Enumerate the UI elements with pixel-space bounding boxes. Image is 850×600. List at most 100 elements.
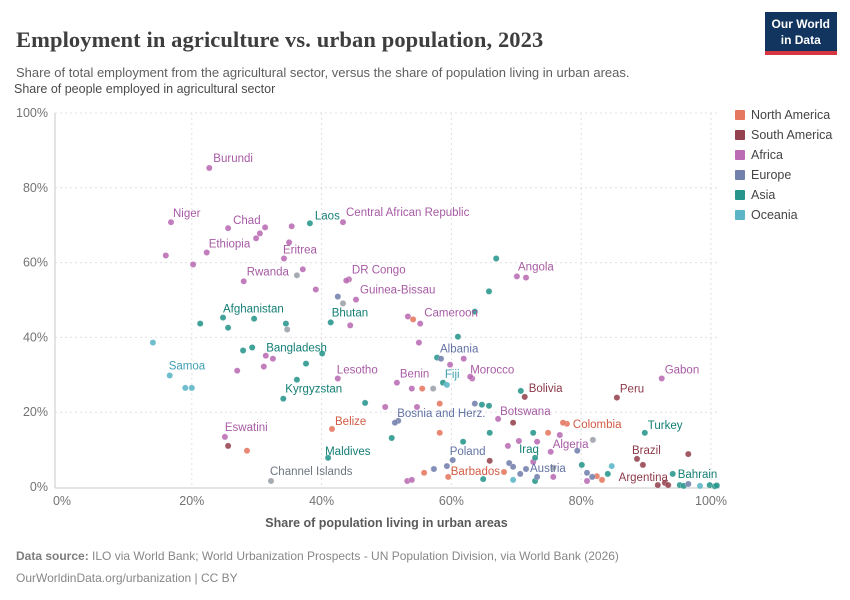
data-point-Europe[interactable] [573, 447, 581, 455]
data-point-Other[interactable] [339, 300, 347, 307]
data-point-Asia[interactable] [459, 438, 467, 446]
data-point-Africa[interactable] [466, 373, 474, 381]
country-label[interactable]: Central African Republic [346, 207, 470, 219]
data-point-Barbados[interactable] [500, 468, 508, 476]
country-label[interactable]: DR Congo [352, 264, 406, 276]
country-label[interactable]: Poland [450, 446, 486, 458]
data-point-Other[interactable] [589, 436, 597, 444]
country-label[interactable]: Benin [400, 369, 429, 381]
data-point-Asia[interactable] [239, 347, 247, 354]
country-label[interactable]: Chad [233, 215, 261, 227]
data-point-Africa[interactable] [446, 361, 454, 369]
data-point-North America[interactable] [243, 447, 251, 455]
data-point-Africa[interactable] [504, 442, 512, 450]
data-point-Europe[interactable] [516, 470, 524, 478]
legend-item-OC[interactable]: Oceania [735, 208, 832, 222]
data-point-South America[interactable] [639, 461, 647, 469]
data-point-Asia[interactable] [282, 320, 290, 327]
data-point-Bahrain[interactable] [669, 470, 677, 478]
data-point-Channel Islands[interactable] [267, 477, 275, 485]
country-label[interactable]: Algeria [553, 439, 589, 451]
data-point-Poland[interactable] [449, 456, 457, 464]
data-point-Europe[interactable] [430, 465, 438, 473]
country-label[interactable]: Burundi [213, 153, 253, 165]
data-point-Oceania[interactable] [181, 384, 189, 392]
country-label[interactable]: Bhutan [332, 307, 368, 319]
data-point-Asia[interactable] [454, 333, 462, 341]
data-point-Asia[interactable] [318, 350, 326, 357]
data-point-South America[interactable] [654, 481, 662, 489]
data-point-Europe[interactable] [588, 473, 596, 481]
data-point-South America[interactable] [664, 481, 672, 489]
data-point-Africa[interactable] [381, 403, 389, 411]
country-label[interactable]: Laos [315, 210, 340, 222]
country-label[interactable]: Botswana [500, 406, 551, 418]
data-point-Africa[interactable] [408, 385, 416, 392]
data-point-Europe[interactable] [583, 469, 591, 477]
data-point-Africa[interactable] [556, 431, 564, 439]
data-point-Bolivia[interactable] [521, 393, 529, 401]
data-point-Africa[interactable] [256, 230, 264, 237]
data-point-Brazil[interactable] [633, 455, 641, 463]
country-label[interactable]: Morocco [470, 365, 514, 377]
data-point-Turkey[interactable] [641, 429, 649, 437]
data-point-Africa[interactable] [312, 286, 320, 293]
data-point-Africa[interactable] [299, 265, 307, 273]
data-point-Burundi[interactable] [205, 164, 213, 172]
data-point-Cameroon[interactable] [416, 320, 424, 327]
country-label[interactable]: Bolivia [529, 383, 563, 395]
data-point-Africa[interactable] [515, 437, 523, 445]
data-point-North America[interactable] [544, 429, 552, 437]
data-point-Belize[interactable] [328, 425, 336, 433]
country-label[interactable]: Gabon [665, 365, 700, 377]
data-point-Europe[interactable] [334, 293, 342, 300]
data-point-Chad[interactable] [224, 224, 232, 232]
data-point-Europe[interactable] [443, 462, 451, 470]
country-label[interactable]: Eritrea [283, 245, 317, 257]
data-point-Africa[interactable] [252, 234, 260, 242]
data-point-Africa[interactable] [404, 313, 412, 320]
data-point-North America[interactable] [598, 476, 606, 484]
data-point-Guinea-Bissau[interactable] [352, 296, 360, 303]
data-point-Asia[interactable] [479, 475, 487, 483]
data-point-Bangladesh[interactable] [248, 344, 256, 351]
data-point-Africa[interactable] [460, 355, 468, 363]
data-point-North America[interactable] [444, 473, 452, 481]
data-point-Asia[interactable] [196, 320, 204, 327]
data-point-Niger[interactable] [167, 218, 175, 226]
data-point-Asia[interactable] [604, 470, 612, 478]
data-point-Asia[interactable] [578, 461, 586, 469]
data-point-Africa[interactable] [233, 367, 241, 375]
data-point-Bhutan[interactable] [327, 319, 335, 326]
data-point-Asia[interactable] [224, 324, 232, 332]
data-point-Asia[interactable] [492, 255, 500, 262]
country-label[interactable]: Brazil [632, 445, 661, 457]
data-point-Other[interactable] [549, 464, 557, 472]
data-point-Asia[interactable] [486, 429, 494, 437]
data-point-Angola[interactable] [522, 274, 530, 281]
country-label[interactable]: Guinea-Bissau [360, 285, 435, 297]
data-point-Afghanistan[interactable] [219, 314, 227, 321]
data-point-Oceania[interactable] [149, 339, 157, 346]
legend-item-EU[interactable]: Europe [735, 168, 832, 182]
country-label[interactable]: Afghanistan [223, 304, 284, 316]
owid-logo[interactable]: Our World in Data [764, 12, 837, 56]
data-point-Benin[interactable] [393, 379, 401, 387]
data-point-Africa[interactable] [261, 224, 269, 231]
data-point-North America[interactable] [420, 469, 428, 477]
data-point-Asia[interactable] [293, 376, 301, 384]
data-point-Oceania[interactable] [696, 482, 704, 490]
country-label[interactable]: Austria [530, 463, 566, 475]
data-point-Eswatini[interactable] [221, 433, 229, 441]
data-point-Africa[interactable] [269, 355, 277, 363]
data-point-Europe[interactable] [509, 463, 517, 471]
data-point-Europe[interactable] [684, 480, 692, 488]
data-point-Africa[interactable] [513, 273, 521, 280]
country-label[interactable]: Eswatini [225, 422, 268, 434]
data-point-Europe[interactable] [391, 419, 399, 427]
data-point-Africa[interactable] [415, 339, 423, 346]
data-point-Rwanda[interactable] [240, 277, 248, 285]
country-label[interactable]: Albania [440, 344, 479, 356]
country-label[interactable]: Rwanda [247, 266, 290, 278]
data-point-Asia[interactable] [388, 434, 396, 442]
